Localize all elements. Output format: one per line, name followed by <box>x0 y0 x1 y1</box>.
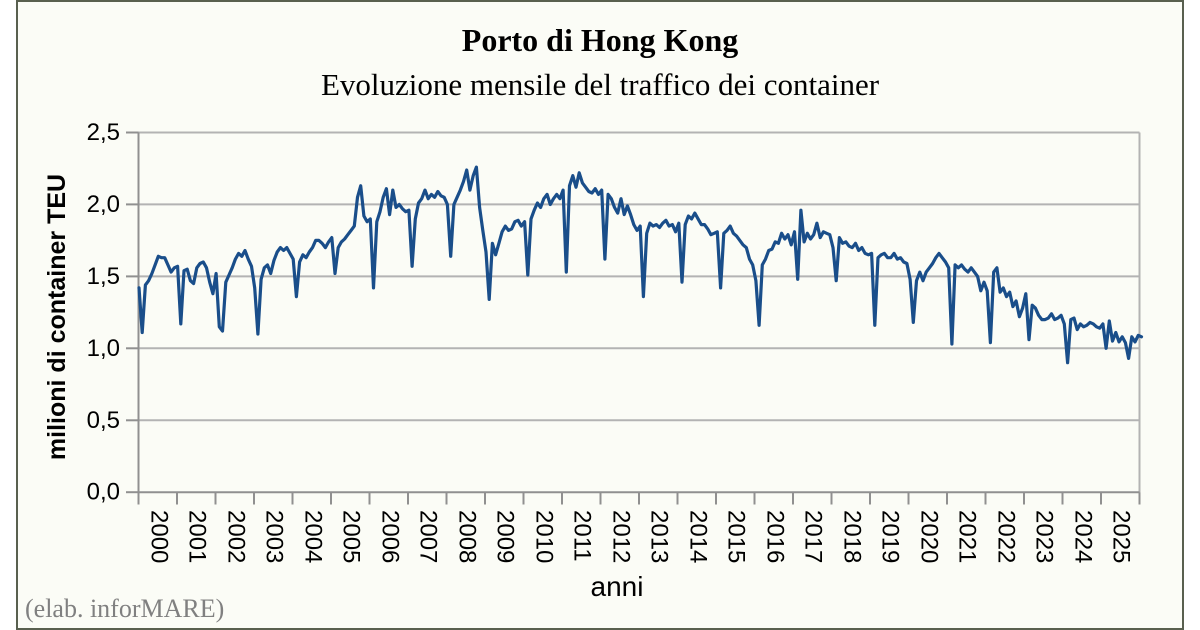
svg-text:2,5: 2,5 <box>87 119 120 146</box>
svg-text:2009: 2009 <box>492 510 519 563</box>
svg-text:2025: 2025 <box>1108 510 1135 563</box>
svg-text:2018: 2018 <box>838 510 865 563</box>
svg-text:0,5: 0,5 <box>87 407 120 434</box>
svg-text:Porto di Hong Kong: Porto di Hong Kong <box>462 22 738 58</box>
svg-text:2019: 2019 <box>877 510 904 563</box>
svg-text:2010: 2010 <box>530 510 557 563</box>
svg-text:2001: 2001 <box>184 510 211 563</box>
svg-text:2004: 2004 <box>299 510 326 563</box>
svg-text:anni: anni <box>591 571 644 602</box>
svg-text:2008: 2008 <box>453 510 480 563</box>
svg-text:milioni di container TEU: milioni di container TEU <box>43 174 71 460</box>
svg-text:2014: 2014 <box>684 510 711 563</box>
svg-text:2007: 2007 <box>415 510 442 563</box>
svg-text:2015: 2015 <box>723 510 750 563</box>
svg-text:2024: 2024 <box>1069 510 1096 563</box>
svg-text:2006: 2006 <box>376 510 403 563</box>
svg-text:0,0: 0,0 <box>87 479 120 506</box>
svg-text:2,0: 2,0 <box>87 191 120 218</box>
svg-text:2022: 2022 <box>992 510 1019 563</box>
svg-text:(elab. inforMARE): (elab. inforMARE) <box>25 594 224 623</box>
svg-text:2016: 2016 <box>761 510 788 563</box>
svg-text:Evoluzione mensile del traffic: Evoluzione mensile del traffico dei cont… <box>321 67 880 102</box>
svg-text:2003: 2003 <box>261 510 288 563</box>
svg-text:2012: 2012 <box>607 510 634 563</box>
svg-text:1,0: 1,0 <box>87 335 120 362</box>
svg-text:2017: 2017 <box>800 510 827 563</box>
svg-text:2005: 2005 <box>338 510 365 563</box>
svg-text:2002: 2002 <box>222 510 249 563</box>
svg-text:2020: 2020 <box>915 510 942 563</box>
svg-text:2000: 2000 <box>145 510 172 563</box>
svg-text:2011: 2011 <box>569 510 596 562</box>
svg-text:1,5: 1,5 <box>87 263 120 290</box>
svg-text:2013: 2013 <box>646 510 673 563</box>
svg-text:2023: 2023 <box>1031 510 1058 563</box>
svg-text:2021: 2021 <box>954 510 981 563</box>
